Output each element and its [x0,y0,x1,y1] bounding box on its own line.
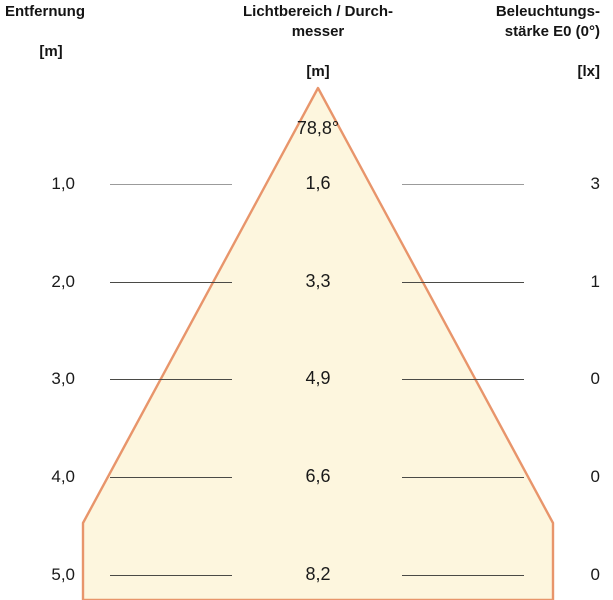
tick-line-right [402,575,524,576]
header-distance-unit: [m] [39,43,63,60]
diameter-value: 3,3 [305,271,331,291]
header-illuminance-unit: [lx] [577,63,601,80]
tick-line-right [402,477,524,478]
header-distance-title: Entfernung [5,3,85,20]
header-diameter-title-line1: Lichtbereich / Durch- [242,3,394,20]
diameter-value: 1,6 [305,173,331,193]
distance-value: 1,0 [51,174,75,193]
distance-value: 2,0 [51,272,75,291]
illuminance-value: 0 [590,565,600,584]
distance-value: 3,0 [51,369,75,388]
beam-angle-label: 78,8° [296,118,340,138]
tick-line-left [110,282,232,283]
illuminance-value: 0 [590,467,600,486]
column-headers: Entfernung [m] Lichtbereich / Durch- mes… [0,0,613,86]
illuminance-value: 0 [590,369,600,388]
light-beam-cone [81,86,555,600]
header-illuminance-title-line2: stärke E0 (0°) [504,23,600,40]
header-diameter: Lichtbereich / Durch- messer [m] [210,2,426,82]
diameter-value: 6,6 [305,466,331,486]
diameter-value: 4,9 [305,368,331,388]
tick-line-left [110,379,232,380]
header-diameter-title-line2: messer [291,23,345,40]
tick-line-right [402,184,524,185]
distance-value: 4,0 [51,467,75,486]
illuminance-value: 1 [590,272,600,291]
illuminance-value: 3 [590,174,600,193]
header-distance: Entfernung [m] [5,2,135,62]
header-illuminance: Beleuchtungs- stärke E0 (0°) [lx] [452,2,600,82]
header-illuminance-title-line1: Beleuchtungs- [495,3,600,20]
tick-line-left [110,575,232,576]
diameter-value: 8,2 [305,564,331,584]
tick-line-left [110,184,232,185]
tick-line-right [402,379,524,380]
distance-value: 5,0 [51,565,75,584]
header-diameter-unit: [m] [306,63,330,80]
tick-line-right [402,282,524,283]
tick-line-left [110,477,232,478]
